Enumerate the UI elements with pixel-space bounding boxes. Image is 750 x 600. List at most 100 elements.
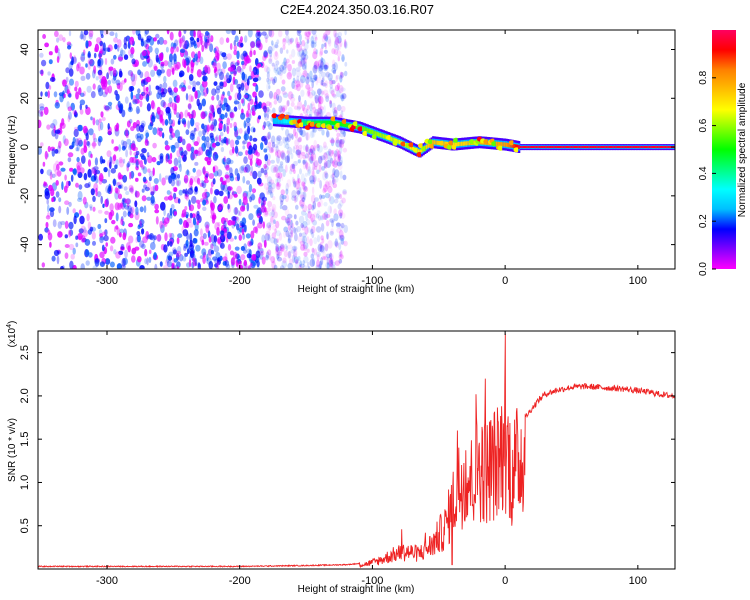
noise-blob [309, 144, 315, 154]
ridge-cell [518, 144, 521, 150]
noise-blob [329, 99, 332, 105]
noise-blob [249, 135, 253, 142]
heatmap-x-tick-label: 0 [502, 275, 508, 287]
noise-blob [102, 42, 106, 52]
ridge-cell [607, 146, 610, 149]
noise-blob [331, 219, 334, 228]
noise-blob [333, 160, 339, 166]
noise-blob [124, 205, 130, 210]
ridge-cell [540, 146, 543, 149]
noise-blob [198, 130, 203, 137]
noise-blob [329, 230, 334, 236]
noise-blob [156, 92, 161, 100]
noise-blob [225, 72, 230, 81]
noise-blob [310, 103, 316, 110]
heatmap-x-tick-label: 100 [629, 275, 647, 287]
noise-blob [174, 39, 179, 47]
noise-blob [337, 82, 340, 91]
noise-blob [77, 197, 83, 202]
noise-blob [179, 111, 184, 120]
noise-blob [205, 31, 209, 36]
noise-blob [321, 166, 325, 171]
ridge-cell [527, 146, 530, 149]
noise-blob [281, 90, 287, 95]
noise-blob [323, 152, 327, 159]
noise-blob [294, 227, 298, 234]
noise-blob [119, 202, 124, 208]
noise-blob [268, 181, 272, 190]
noise-blob [215, 141, 221, 147]
noise-blob [267, 190, 273, 195]
noise-blob [85, 104, 88, 109]
noise-blob [268, 30, 273, 37]
noise-blob [343, 129, 346, 138]
noise-blob [332, 102, 336, 111]
noise-blob [257, 31, 262, 37]
noise-blob [144, 186, 150, 192]
noise-blob [269, 187, 275, 194]
noise-blob [310, 194, 316, 204]
noise-blob [344, 61, 348, 67]
noise-blob [273, 238, 278, 245]
noise-blob [335, 136, 340, 144]
noise-blob [108, 185, 112, 192]
noise-blob [276, 250, 281, 258]
noise-blob [265, 230, 271, 236]
noise-blob [326, 130, 330, 138]
noise-blob [263, 163, 268, 169]
noise-blob [125, 190, 130, 196]
noise-blob [297, 235, 303, 244]
noise-blob [227, 203, 230, 210]
noise-blob [98, 87, 104, 97]
ridge-cell [419, 149, 422, 154]
ridge-cell [634, 146, 637, 149]
noise-blob [141, 50, 147, 57]
noise-blob [243, 249, 247, 254]
noise-blob [307, 166, 312, 174]
noise-blob [75, 182, 79, 188]
noise-blob [78, 139, 83, 147]
noise-blob [263, 50, 268, 58]
noise-blob [299, 240, 305, 246]
ridge-cell [379, 133, 382, 138]
noise-blob [270, 256, 276, 264]
noise-blob [130, 71, 134, 78]
noise-blob [93, 166, 99, 171]
noise-blob [330, 174, 336, 179]
ridge-blob [357, 126, 364, 132]
noise-blob [120, 48, 124, 57]
noise-blob [134, 98, 140, 104]
noise-blob [311, 247, 315, 253]
noise-blob [234, 168, 239, 176]
noise-blob [214, 263, 219, 268]
ridge-cell [534, 146, 537, 149]
noise-blob [170, 132, 176, 138]
noise-blob [315, 49, 318, 55]
noise-blob [271, 43, 275, 52]
noise-blob [95, 169, 101, 175]
noise-blob [291, 81, 295, 89]
noise-blob [156, 106, 161, 115]
noise-blob [302, 237, 306, 246]
noise-blob [328, 150, 334, 157]
noise-blob [210, 202, 214, 209]
noise-blob [330, 90, 335, 96]
noise-blob [291, 163, 294, 170]
noise-blob [170, 46, 174, 55]
noise-blob [207, 248, 213, 256]
noise-blob [316, 259, 320, 268]
noise-blob [65, 76, 69, 83]
noise-blob [159, 173, 162, 183]
noise-blob [305, 31, 311, 38]
noise-blob [284, 30, 290, 36]
noise-blob [119, 184, 124, 189]
noise-blob [227, 194, 233, 200]
noise-blob [268, 30, 275, 38]
noise-blob [104, 57, 108, 66]
noise-blob [267, 185, 273, 194]
noise-blob [271, 209, 275, 218]
noise-blob [210, 187, 213, 195]
ridge-cell [661, 146, 664, 149]
noise-blob [40, 91, 43, 97]
noise-blob [318, 73, 322, 79]
